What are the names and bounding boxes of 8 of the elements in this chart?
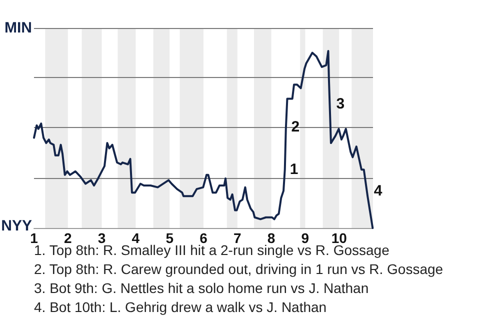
annotation: 1 [290,161,298,178]
text: 4. Bot 10th: L. Gehrig drew a walk vs J. Nathan [34,299,327,315]
text: 3. Bot 9th: G. Nettles hit a solo home run vs J. Nathan [34,280,369,296]
annotation: 4 [374,182,383,200]
ref-line-label: MIN [4,20,32,36]
text: 2. Top 8th: R. Carew grounded out, driving in 1 run vs R. Gossage [34,261,444,277]
text: NYY [1,218,32,234]
annotation: 3 [336,96,345,113]
